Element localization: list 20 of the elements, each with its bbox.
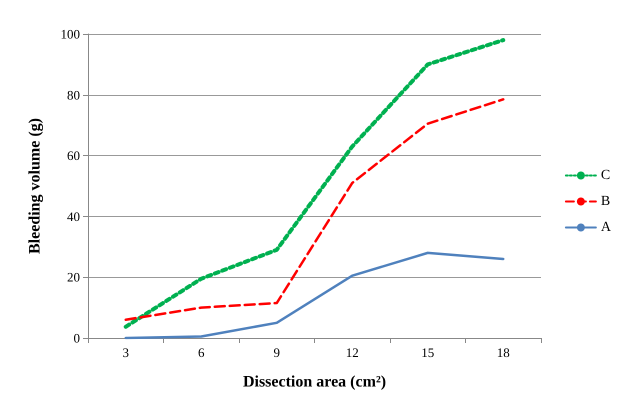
y-tick-label: 100 <box>60 26 80 42</box>
x-tick-label: 6 <box>198 345 205 360</box>
legend-label: C <box>600 168 610 183</box>
x-tick-label: 12 <box>346 345 359 360</box>
x-tick-label: 18 <box>496 345 510 360</box>
x-axis-title: Dissection area (cm²) <box>242 374 386 390</box>
y-tick-label: 60 <box>67 148 80 164</box>
x-tick-label: 3 <box>122 345 129 360</box>
x-tick-label: 15 <box>421 345 434 360</box>
line-series <box>124 98 504 322</box>
line-series <box>124 252 504 340</box>
y-tick-label: 20 <box>67 270 80 285</box>
y-axis-title: Bleeding volume (g) <box>26 118 44 254</box>
line-series <box>124 38 506 329</box>
y-tick-label: 40 <box>67 208 80 224</box>
legend-label: B <box>600 194 610 209</box>
x-tick-label: 9 <box>274 345 280 360</box>
legend-label: A <box>600 220 612 235</box>
y-tick-label: 80 <box>67 87 80 102</box>
y-tick-label: 0 <box>74 330 80 346</box>
